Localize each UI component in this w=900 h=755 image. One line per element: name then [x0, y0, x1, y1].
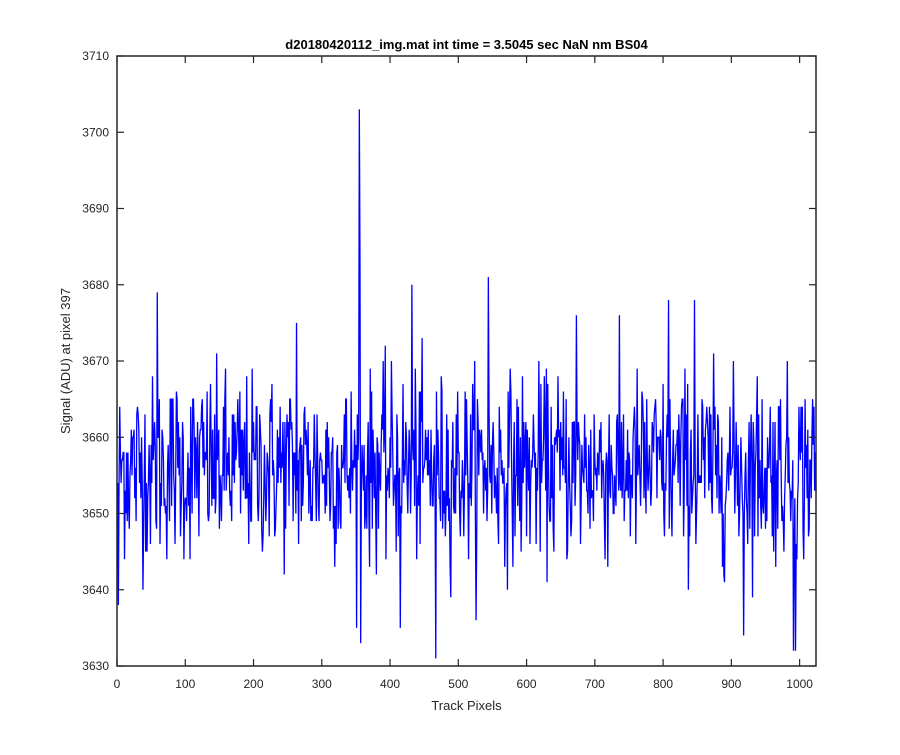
x-tick-label: 100 — [175, 677, 195, 691]
chart-title: d20180420112_img.mat int time = 3.5045 s… — [285, 37, 648, 52]
y-tick-label: 3640 — [82, 583, 109, 597]
x-tick-label: 300 — [312, 677, 332, 691]
y-tick-label: 3690 — [82, 202, 109, 216]
y-tick-label: 3670 — [82, 354, 109, 368]
x-tick-label: 600 — [517, 677, 537, 691]
y-tick-label: 3630 — [82, 659, 109, 673]
x-axis-label: Track Pixels — [431, 698, 502, 713]
x-tick-label: 200 — [244, 677, 264, 691]
x-tick-label: 700 — [585, 677, 605, 691]
x-tick-label: 800 — [653, 677, 673, 691]
data-layer — [117, 109, 817, 659]
signal-series-line — [117, 109, 817, 659]
tick-layer: 0 100 200 300 400 500 600 700 800 900 1000 3630 3640… — [82, 49, 816, 691]
y-axis-label: Signal (ADU) at pixel 397 — [58, 288, 73, 434]
y-tick-label: 3700 — [82, 125, 109, 139]
y-tick-label: 3660 — [82, 430, 109, 444]
x-tick-label: 1000 — [786, 677, 813, 691]
x-tick-label: 500 — [448, 677, 468, 691]
plot-background — [117, 56, 816, 666]
y-tick-label: 3680 — [82, 278, 109, 292]
x-tick-label: 400 — [380, 677, 400, 691]
y-tick-label: 3710 — [82, 49, 109, 63]
y-tick-label: 3650 — [82, 507, 109, 521]
x-tick-label: 900 — [721, 677, 741, 691]
x-tick-label: 0 — [114, 677, 121, 691]
